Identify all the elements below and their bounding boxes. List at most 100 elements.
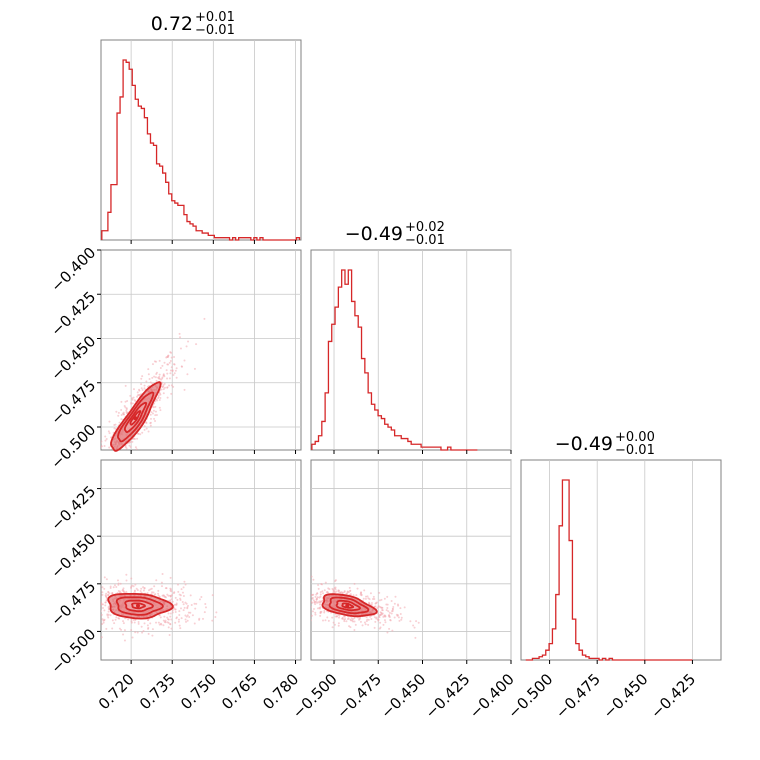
scatter-point <box>391 610 394 613</box>
scatter-point <box>132 388 135 391</box>
scatter-point <box>98 619 100 621</box>
scatter-point <box>183 388 186 391</box>
scatter-point <box>385 609 388 612</box>
scatter-point <box>131 402 134 405</box>
scatter-point <box>363 621 366 624</box>
scatter-point <box>143 384 146 387</box>
scatter-point <box>58 499 60 501</box>
scatter-point <box>154 414 157 417</box>
x-tick-label: 0.750 <box>177 670 220 713</box>
scatter-point <box>88 481 90 483</box>
scatter-point <box>143 387 146 390</box>
scatter-point <box>385 603 388 606</box>
scatter-point <box>135 448 138 450</box>
scatter-point <box>308 582 310 584</box>
scatter-point <box>149 381 152 384</box>
y-tick-label: −0.475 <box>47 577 99 629</box>
scatter-point <box>346 591 349 594</box>
scatter-point <box>179 627 182 630</box>
scatter-point <box>169 595 172 598</box>
scatter-point <box>204 606 207 609</box>
scatter-point <box>365 620 368 623</box>
scatter-point <box>86 607 88 609</box>
scatter-point <box>104 452 106 454</box>
scatter-point <box>97 449 99 451</box>
scatter-point <box>134 631 137 634</box>
scatter-point <box>314 611 317 614</box>
scatter-point <box>141 631 144 634</box>
scatter-point <box>323 609 326 612</box>
scatter-point <box>151 628 154 631</box>
scatter-point <box>174 608 177 611</box>
scatter-point <box>187 604 190 607</box>
scatter-point <box>101 586 104 589</box>
scatter-point <box>335 615 338 618</box>
scatter-point <box>312 607 315 610</box>
scatter-point <box>350 617 353 620</box>
y-tick-label: −0.425 <box>47 288 99 340</box>
scatter-point <box>131 397 134 400</box>
scatter-point <box>149 417 152 420</box>
scatter-point <box>126 399 129 402</box>
scatter-point <box>104 604 107 607</box>
scatter-point <box>130 629 133 632</box>
scatter-point <box>415 620 418 623</box>
scatter-point <box>97 467 99 469</box>
scatter-point <box>155 413 158 416</box>
scatter-point <box>154 410 157 413</box>
scatter-point <box>104 435 107 438</box>
scatter-point <box>137 393 140 396</box>
scatter-point <box>338 614 341 617</box>
scatter-point <box>373 616 376 619</box>
scatter-point <box>360 592 363 595</box>
scatter-point <box>167 355 170 358</box>
scatter-point <box>174 621 177 624</box>
scatter-point <box>146 624 149 627</box>
scatter-point <box>158 359 161 362</box>
scatter-point <box>344 618 347 621</box>
scatter-point <box>125 590 128 593</box>
scatter-point <box>163 615 166 618</box>
pair-panel-1 <box>86 459 302 664</box>
scatter-point <box>133 590 136 593</box>
scatter-point <box>371 597 374 600</box>
scatter-point <box>91 474 93 476</box>
scatter-point <box>72 483 74 485</box>
scatter-point <box>147 368 150 371</box>
scatter-point <box>134 446 137 449</box>
scatter-point <box>164 621 167 624</box>
scatter-point <box>170 618 173 621</box>
scatter-point <box>140 387 143 390</box>
scatter-point <box>400 618 403 621</box>
scatter-point <box>367 618 370 621</box>
scatter-point <box>105 595 108 598</box>
scatter-point <box>130 620 133 623</box>
scatter-point <box>145 427 148 430</box>
scatter-point <box>165 369 168 372</box>
scatter-point <box>398 619 401 622</box>
scatter-point <box>169 576 172 579</box>
scatter-point <box>155 373 158 376</box>
scatter-point <box>384 614 387 617</box>
scatter-point <box>412 624 415 627</box>
scatter-point <box>130 577 133 580</box>
scatter-point <box>134 583 137 586</box>
scatter-point <box>186 619 189 622</box>
scatter-point <box>169 615 172 618</box>
scatter-point <box>169 369 172 372</box>
scatter-point <box>150 587 153 590</box>
scatter-point <box>170 627 173 630</box>
scatter-point <box>158 373 161 376</box>
scatter-point <box>165 356 168 359</box>
scatter-point <box>105 438 108 441</box>
scatter-point <box>319 603 322 606</box>
scatter-point <box>110 436 113 439</box>
scatter-point <box>170 356 173 359</box>
scatter-point <box>160 581 163 584</box>
scatter-point <box>173 355 176 358</box>
hist-panel-1 <box>310 249 512 454</box>
scatter-point <box>324 581 327 584</box>
title-upper: +0.02 <box>405 220 445 235</box>
scatter-point <box>88 477 90 479</box>
scatter-point <box>183 359 186 362</box>
